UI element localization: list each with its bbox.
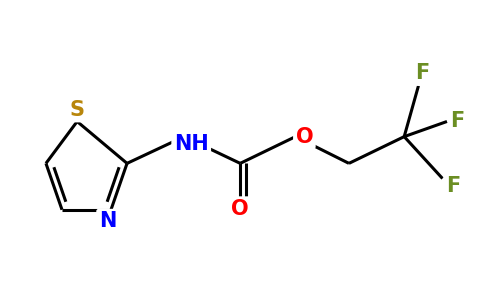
Text: F: F <box>451 112 465 131</box>
Text: NH: NH <box>174 134 209 154</box>
Text: O: O <box>231 199 249 219</box>
Text: N: N <box>99 211 116 231</box>
Text: S: S <box>70 100 85 120</box>
Text: F: F <box>446 176 460 196</box>
Text: F: F <box>415 63 429 83</box>
Text: O: O <box>296 127 313 147</box>
